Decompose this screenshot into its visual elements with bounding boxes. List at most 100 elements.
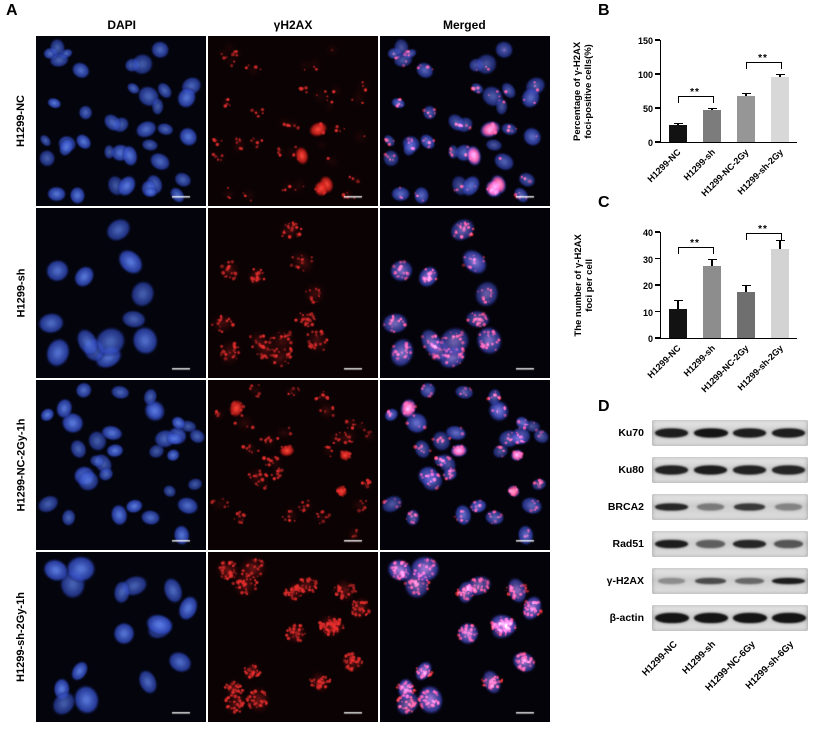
western-blot: Ku70 Ku80 BRCA2 Rad51 γ-H2AX β-actin: [560, 420, 824, 642]
x-category-label: H1299-NC: [645, 147, 684, 185]
y-tick-label: 10: [642, 307, 653, 318]
blot-protein-label: γ-H2AX: [606, 575, 644, 587]
blot-lane-labels: H1299-NC H1299-sh H1299-NC-6Gy H1299-sh-6Gy: [640, 635, 808, 730]
blot-band: [771, 428, 806, 438]
blot-band: [696, 503, 725, 511]
blot-band: [693, 428, 728, 438]
blot-strip: [652, 420, 808, 446]
row-label-h1299-sh: H1299-sh: [8, 208, 34, 378]
y-tick: [655, 310, 660, 313]
blot-row-5: γ-H2AX: [560, 568, 824, 594]
bar-H1299-sh: [703, 266, 721, 338]
blot-protein-label: BRCA2: [607, 501, 644, 513]
y-tick-label: 50: [642, 104, 653, 114]
row-label-text: H1299-sh: [15, 268, 28, 318]
column-header-yh2ax: γH2AX: [273, 18, 313, 32]
blot-band: [658, 578, 685, 584]
chart-b-ylabel-wrap: Percentage of γ-H2AX foci-positive cells…: [562, 40, 606, 142]
blot-band: [771, 578, 806, 584]
y-tick: [655, 337, 660, 339]
bar-H1299-NC-2Gy: [737, 95, 755, 142]
micrograph-row4-dapi: [36, 552, 206, 722]
chart-c-y-axis-label: The number of γ-H2AX foci per cell: [573, 234, 596, 336]
y-tick: [655, 39, 660, 41]
bar-H1299-NC-2Gy: [737, 291, 755, 338]
row-label-text: H1299-sh-2Gy-1h: [15, 592, 27, 682]
x-category-label: H1299-NC: [645, 343, 684, 381]
micrograph-row4-merged: [380, 552, 550, 722]
blot-strip: [652, 457, 808, 483]
blot-band: [695, 578, 726, 584]
micrograph-row1-dapi: [36, 36, 206, 206]
y-tick-label: 30: [642, 254, 653, 265]
error-bar: [673, 122, 683, 125]
significance-bracket: [678, 246, 714, 254]
error-bar: [707, 258, 717, 267]
y-tick-label: 100: [637, 70, 653, 80]
blot-strip: [652, 568, 808, 594]
blot-band: [654, 428, 689, 438]
chart-c-ylabel-wrap: The number of γ-H2AX foci per cell: [562, 232, 606, 338]
blot-band: [654, 465, 688, 475]
column-header-dapi: DAPI: [107, 18, 136, 32]
panel-a-label: A: [6, 2, 18, 19]
significance-label: **: [758, 224, 768, 235]
y-tick: [655, 284, 660, 286]
bar-H1299-sh: [703, 110, 721, 142]
row-label-h1299-nc-2gy-1h: H1299-NC-2Gy-1h: [8, 380, 34, 550]
blot-band: [771, 613, 806, 623]
blot-row-4: Rad51: [560, 531, 824, 557]
blot-band: [732, 465, 766, 475]
error-bar: [775, 240, 785, 250]
significance-bracket: [746, 62, 782, 70]
blot-row-3: BRCA2: [560, 494, 824, 520]
significance-bracket: [746, 233, 782, 240]
row-label-h1299-sh-2gy-1h: H1299-sh-2Gy-1h: [8, 552, 34, 722]
blot-band: [733, 503, 766, 511]
blot-protein-label: Ku80: [618, 464, 644, 476]
blot-lane-label: H1299-sh: [680, 639, 719, 677]
error-bar: [673, 299, 683, 309]
chart-b-ylabel-line2: foci-positive cells(%): [584, 43, 596, 139]
micrograph-row3-merged: [380, 380, 550, 550]
blot-protein-label: β-actin: [609, 612, 644, 624]
y-tick: [655, 73, 660, 75]
bar-H1299-sh-2Gy: [771, 249, 789, 338]
blot-band: [654, 613, 689, 623]
chart-b-y-axis-label: Percentage of γ-H2AX foci-positive cells…: [573, 41, 596, 140]
blot-protein-label: Rad51: [612, 538, 644, 550]
blot-band: [773, 540, 804, 548]
blot-band: [775, 503, 802, 511]
y-tick: [655, 141, 660, 143]
y-tick-label: 0: [647, 138, 653, 148]
significance-bracket: [678, 95, 714, 103]
panel-c-label: C: [598, 194, 610, 211]
bar-H1299-NC: [669, 308, 687, 338]
blot-band: [772, 465, 805, 475]
row-label-h1299-nc: H1299-NC: [8, 36, 34, 206]
micrograph-row2-merged: [380, 208, 550, 378]
y-tick: [655, 231, 660, 233]
blot-strip: [652, 494, 808, 520]
chart-b-plot: 0 50 100 150 H1299-NC H1299-sh H1299-NC-2Gy H12…: [638, 36, 797, 198]
chart-c-plot: 0 10 20 30 40 H1299-NC H1299-sh H1299-NC-2Gy H12…: [643, 224, 797, 394]
micrograph-row2-dapi: [36, 208, 206, 378]
row-label-text: H1299-NC-2Gy-1h: [15, 418, 28, 512]
panel-d-label: D: [598, 398, 610, 415]
blot-strip: [652, 605, 808, 631]
significance-label: **: [758, 53, 768, 65]
y-tick: [655, 107, 660, 109]
y-tick-label: 150: [637, 36, 653, 46]
blot-band: [655, 503, 688, 511]
blot-band: [693, 465, 728, 475]
blot-strip: [652, 531, 808, 557]
micrograph-column-headers: DAPI γH2AX Merged: [36, 18, 550, 32]
blot-band: [732, 613, 767, 623]
micrograph-row3-dapi: [36, 380, 206, 550]
micrograph-grid: H1299-NC H1299-sh H1299-NC-2Gy-1h H1299-…: [8, 36, 550, 722]
chart-c-ylabel-line1: The number of γ-H2AX: [572, 233, 584, 337]
blot-row-1: Ku70: [560, 420, 824, 446]
error-bar: [741, 92, 751, 96]
micrograph-row1-merged: [380, 36, 550, 206]
